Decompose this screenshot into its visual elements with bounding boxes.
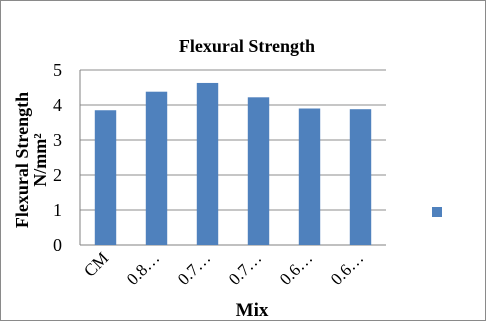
- bar: [298, 108, 321, 245]
- y-tick-label: 0: [53, 235, 62, 255]
- y-tick-label: 1: [53, 200, 62, 220]
- y-tick-label: 2: [53, 165, 62, 185]
- x-tick-label: 0.7…: [174, 248, 214, 288]
- chart-title: Flexural Strength: [179, 36, 315, 56]
- x-tick-label: CM: [80, 248, 112, 280]
- x-tick-label: 0.6…: [327, 248, 367, 288]
- bar: [247, 97, 270, 245]
- x-tick-label: 0.7…: [225, 248, 265, 288]
- bars: [94, 82, 372, 245]
- bar: [145, 91, 168, 245]
- y-tick-label: 4: [53, 95, 62, 115]
- y-axis-label-line2: N/mm²: [30, 133, 50, 186]
- bar: [94, 110, 117, 245]
- legend-swatch: [432, 207, 442, 217]
- bar: [196, 82, 219, 245]
- grid: [79, 69, 386, 246]
- y-tick-labels: 0 1 2 3 4 5: [53, 60, 62, 255]
- y-tick-label: 5: [53, 60, 62, 80]
- x-tick-label: 0.6…: [276, 248, 316, 288]
- x-tick-label: 0.8…: [123, 248, 163, 288]
- y-axis-label-line1: Flexural Strength: [12, 92, 32, 228]
- x-axis-label: Mix: [236, 300, 269, 321]
- bar: [349, 109, 372, 245]
- y-tick-label: 3: [53, 130, 62, 150]
- x-tick-labels: CM 0.8… 0.7… 0.7… 0.6… 0.6…: [80, 248, 367, 288]
